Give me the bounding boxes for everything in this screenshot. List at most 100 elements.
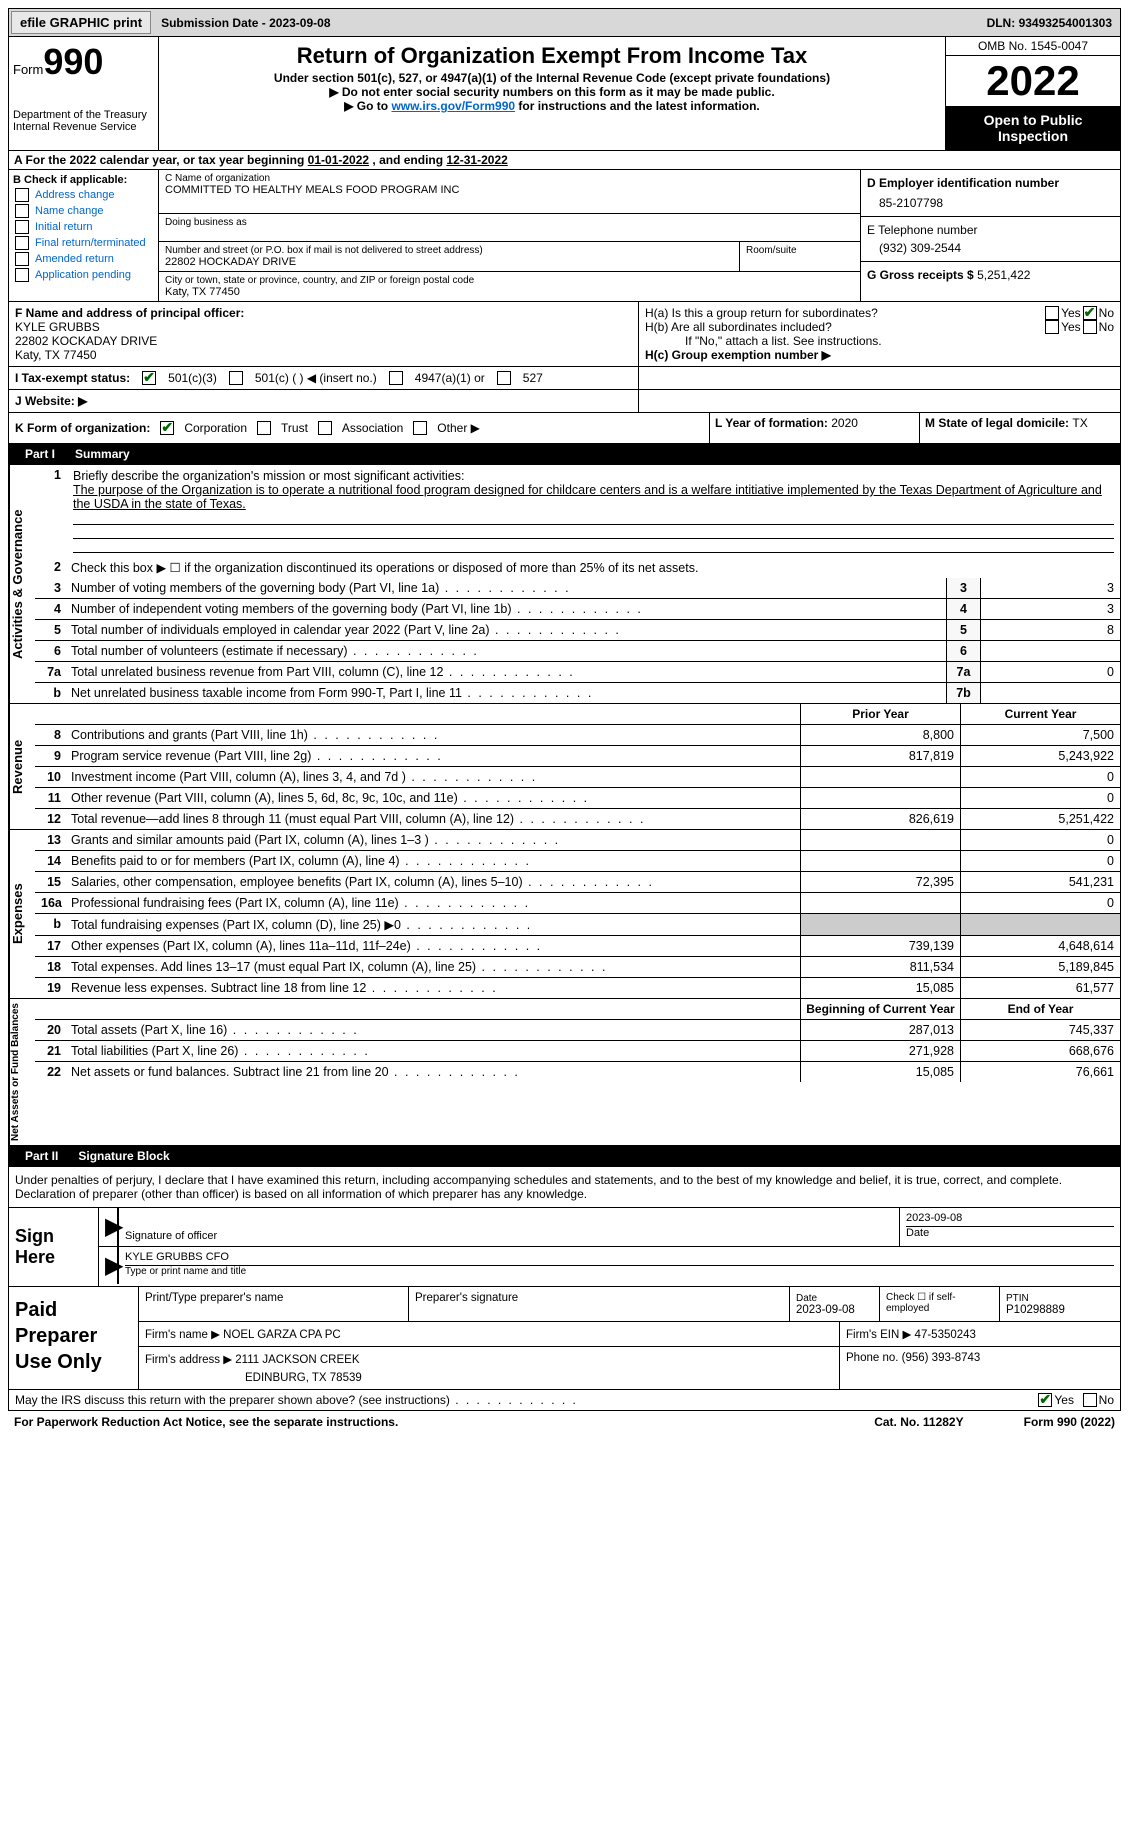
line-5: Total number of individuals employed in … bbox=[67, 620, 946, 640]
part-1-header: Part I Summary bbox=[8, 444, 1121, 465]
dln: DLN: 93493254001303 bbox=[979, 13, 1120, 33]
subtitle-3: ▶ Go to www.irs.gov/Form990 for instruct… bbox=[165, 99, 939, 113]
line-2: Check this box ▶ ☐ if the organization d… bbox=[67, 557, 1120, 578]
val-4: 3 bbox=[980, 599, 1120, 619]
header-center: Return of Organization Exempt From Incom… bbox=[159, 37, 945, 150]
g-label: G Gross receipts $ bbox=[867, 268, 977, 282]
chk-501c[interactable] bbox=[229, 371, 243, 385]
table-row: 21Total liabilities (Part X, line 26)271… bbox=[35, 1041, 1120, 1062]
chk-trust[interactable] bbox=[257, 421, 271, 435]
val-6 bbox=[980, 641, 1120, 661]
table-row: 17Other expenses (Part IX, column (A), l… bbox=[35, 936, 1120, 957]
discuss-label: May the IRS discuss this return with the… bbox=[15, 1393, 578, 1407]
chk-assoc[interactable] bbox=[318, 421, 332, 435]
gross-receipts: 5,251,422 bbox=[977, 268, 1030, 282]
col-prior: Prior Year bbox=[800, 704, 960, 724]
chk-application[interactable]: Application pending bbox=[13, 268, 154, 282]
discuss-no[interactable] bbox=[1083, 1393, 1097, 1407]
d-label: D Employer identification number bbox=[867, 176, 1114, 190]
chk-final-return[interactable]: Final return/terminated bbox=[13, 236, 154, 250]
form-title: Return of Organization Exempt From Incom… bbox=[165, 43, 939, 69]
ha-yes[interactable] bbox=[1045, 306, 1059, 320]
irs-link[interactable]: www.irs.gov/Form990 bbox=[391, 99, 515, 113]
subtitle-2: ▶ Do not enter social security numbers o… bbox=[165, 85, 939, 99]
officer-street: 22802 KOCKADAY DRIVE bbox=[15, 334, 632, 348]
discuss-yes[interactable] bbox=[1038, 1393, 1052, 1407]
pra-notice: For Paperwork Reduction Act Notice, see … bbox=[14, 1415, 398, 1429]
chk-name-change[interactable]: Name change bbox=[13, 204, 154, 218]
chk-501c3[interactable] bbox=[142, 371, 156, 385]
chk-527[interactable] bbox=[497, 371, 511, 385]
hb-label: H(b) Are all subordinates included? bbox=[645, 320, 1043, 334]
sig-date-label: Date bbox=[906, 1226, 1114, 1239]
mission-text: The purpose of the Organization is to op… bbox=[73, 483, 1114, 511]
omb-number: OMB No. 1545-0047 bbox=[946, 37, 1120, 56]
table-row: 8Contributions and grants (Part VIII, li… bbox=[35, 725, 1120, 746]
type-name-label: Type or print name and title bbox=[125, 1265, 1114, 1277]
officer-name-title: KYLE GRUBBS CFO bbox=[125, 1251, 1114, 1263]
table-row: 22Net assets or fund balances. Subtract … bbox=[35, 1062, 1120, 1082]
officer-city: Katy, TX 77450 bbox=[15, 348, 632, 362]
header-right: OMB No. 1545-0047 2022 Open to Public In… bbox=[945, 37, 1120, 150]
hc-label: H(c) Group exemption number ▶ bbox=[645, 348, 1114, 362]
city-label: City or town, state or province, country… bbox=[165, 275, 854, 286]
table-row: 11Other revenue (Part VIII, column (A), … bbox=[35, 788, 1120, 809]
val-5: 8 bbox=[980, 620, 1120, 640]
firm-phone: (956) 393-8743 bbox=[902, 1352, 981, 1364]
tax-year: 2022 bbox=[946, 56, 1120, 106]
hb-yes[interactable] bbox=[1045, 320, 1059, 334]
side-ag: Activities & Governance bbox=[9, 465, 35, 703]
chk-other[interactable] bbox=[413, 421, 427, 435]
dba-label: Doing business as bbox=[165, 217, 854, 228]
discuss-row: May the IRS discuss this return with the… bbox=[8, 1390, 1121, 1411]
sign-here-label: Sign Here bbox=[9, 1208, 99, 1286]
chk-initial-return[interactable]: Initial return bbox=[13, 220, 154, 234]
table-row: 19Revenue less expenses. Subtract line 1… bbox=[35, 978, 1120, 998]
hb-no[interactable] bbox=[1083, 320, 1097, 334]
val-7a: 0 bbox=[980, 662, 1120, 682]
prep-date: 2023-09-08 bbox=[796, 1304, 855, 1316]
period-row: A For the 2022 calendar year, or tax yea… bbox=[8, 151, 1121, 170]
paid-preparer-block: Paid Preparer Use Only Print/Type prepar… bbox=[8, 1287, 1121, 1390]
street-label: Number and street (or P.O. box if mail i… bbox=[165, 245, 733, 256]
street-value: 22802 HOCKADAY DRIVE bbox=[165, 256, 733, 268]
submission-date: Submission Date - 2023-09-08 bbox=[153, 13, 338, 33]
chk-address-change[interactable]: Address change bbox=[13, 188, 154, 202]
chk-amended[interactable]: Amended return bbox=[13, 252, 154, 266]
chk-4947[interactable] bbox=[389, 371, 403, 385]
line-3: Number of voting members of the governin… bbox=[67, 578, 946, 598]
year-formation: 2020 bbox=[831, 416, 858, 430]
table-row: 10Investment income (Part VIII, column (… bbox=[35, 767, 1120, 788]
section-h: H(a) Is this a group return for subordin… bbox=[639, 302, 1120, 366]
table-row: 18Total expenses. Add lines 13–17 (must … bbox=[35, 957, 1120, 978]
entity-block: B Check if applicable: Address change Na… bbox=[8, 170, 1121, 302]
form-word: Form bbox=[13, 62, 43, 77]
f-label: F Name and address of principal officer: bbox=[15, 306, 632, 320]
line-7a: Total unrelated business revenue from Pa… bbox=[67, 662, 946, 682]
ha-no[interactable] bbox=[1083, 306, 1097, 320]
b-label: B Check if applicable: bbox=[13, 174, 154, 186]
header-left: Form990 Department of the Treasury Inter… bbox=[9, 37, 159, 150]
section-klm: K Form of organization: Corporation Trus… bbox=[8, 413, 1121, 444]
self-employed-check[interactable]: Check ☐ if self-employed bbox=[880, 1287, 1000, 1321]
ptin-value: P10298889 bbox=[1006, 1304, 1065, 1316]
firm-ein: 47-5350243 bbox=[915, 1329, 976, 1341]
room-label: Room/suite bbox=[746, 245, 854, 256]
i-label: I Tax-exempt status: bbox=[15, 371, 130, 385]
section-f: F Name and address of principal officer:… bbox=[9, 302, 639, 366]
declaration-text: Under penalties of perjury, I declare th… bbox=[8, 1167, 1121, 1208]
efile-button[interactable]: efile GRAPHIC print bbox=[11, 11, 151, 34]
chk-corp[interactable] bbox=[160, 421, 174, 435]
part-2-header: Part II Signature Block bbox=[8, 1146, 1121, 1167]
paid-preparer-label: Paid Preparer Use Only bbox=[9, 1287, 139, 1389]
j-label: J Website: ▶ bbox=[15, 394, 87, 408]
preparer-sig-label: Preparer's signature bbox=[409, 1287, 790, 1321]
org-name: COMMITTED TO HEALTHY MEALS FOOD PROGRAM … bbox=[165, 184, 854, 196]
section-ij: I Tax-exempt status: 501(c)(3) 501(c) ( … bbox=[8, 367, 1121, 413]
table-row: 13Grants and similar amounts paid (Part … bbox=[35, 830, 1120, 851]
table-row: 15Salaries, other compensation, employee… bbox=[35, 872, 1120, 893]
city-value: Katy, TX 77450 bbox=[165, 286, 854, 298]
section-b: B Check if applicable: Address change Na… bbox=[9, 170, 159, 301]
side-na: Net Assets or Fund Balances bbox=[9, 999, 35, 1145]
state-domicile: TX bbox=[1072, 416, 1087, 430]
